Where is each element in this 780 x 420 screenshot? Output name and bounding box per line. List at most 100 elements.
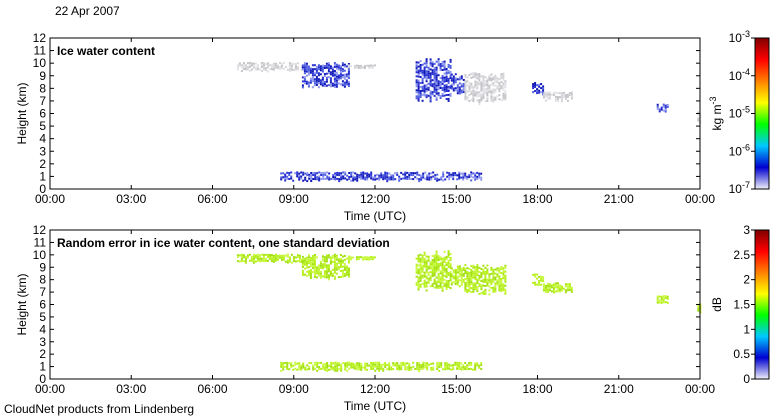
y-tick-label: 10: [33, 248, 47, 262]
x-tick-label: 21:00: [604, 382, 634, 396]
cloud-patch-7: [532, 273, 545, 286]
colorbar-tick-label: 0: [743, 372, 750, 386]
y-tick-label: 0: [39, 182, 46, 196]
cloud-patch-3: [347, 256, 376, 261]
x-axis-label: Time (UTC): [344, 209, 406, 223]
cloud-patch-8: [542, 91, 573, 103]
x-tick-label: 18:00: [522, 382, 552, 396]
y-tick-label: 11: [34, 44, 47, 58]
x-tick-label: 09:00: [279, 192, 309, 206]
date-label: 22 Apr 2007: [55, 4, 120, 18]
cloud-patch-8: [542, 282, 573, 294]
cloud-patch-2: [301, 253, 350, 281]
cloud-patch-3: [347, 64, 376, 69]
colorbar-gradient: [754, 229, 770, 380]
x-tick-label: 00:00: [35, 382, 65, 396]
y-tick-label: 8: [39, 81, 46, 95]
plot-area: [50, 38, 700, 189]
y-tick-label: 5: [39, 310, 46, 324]
colorbar-tick-label: 0.5: [733, 347, 750, 361]
cloud-patch-11: [280, 171, 483, 183]
cloud-patch-4: [415, 250, 452, 292]
cloud-patch-5: [450, 265, 465, 288]
data-cells: [236, 58, 702, 183]
y-tick-label: 12: [33, 31, 47, 45]
y-tick-label: 3: [39, 335, 46, 349]
colorbar-tick-label: 10-7: [729, 180, 750, 196]
y-tick-label: 4: [39, 132, 46, 146]
y-tick-label: 1: [39, 360, 46, 374]
cloud-patch-4: [415, 58, 452, 103]
y-tick-label: 6: [39, 298, 46, 312]
colorbar-tick-label: 10-4: [729, 67, 750, 83]
cloud-patch-7: [532, 82, 545, 96]
cloud-patch-2: [301, 62, 350, 89]
y-tick-label: 6: [39, 107, 46, 121]
cloud-patch-1: [236, 61, 303, 73]
x-tick-label: 21:00: [604, 192, 634, 206]
y-tick-label: 2: [39, 157, 46, 171]
colorbar-tick-label: 10-6: [729, 142, 750, 158]
x-axis: 00:00 03:00 06:00 09:00 12:00 15:00 18:00 21:00…: [35, 38, 715, 206]
x-axis-label: Time (UTC): [344, 399, 406, 413]
cloud-patch-1: [236, 253, 303, 264]
colorbar-tick-label: 1.5: [733, 298, 750, 312]
x-tick-label: 00:00: [685, 382, 715, 396]
cloud-patch-6: [464, 264, 507, 296]
y-tick-label: 3: [39, 144, 46, 158]
x-tick-label: 00:00: [685, 192, 715, 206]
y-tick-label: 11: [34, 235, 47, 249]
x-tick-label: 18:00: [522, 192, 552, 206]
y-tick-label: 10: [33, 56, 47, 70]
x-tick-label: 03:00: [116, 192, 146, 206]
footer-credit: CloudNet products from Lindenberg: [4, 402, 195, 416]
chart-title: Random error in ice water content, one s…: [57, 236, 390, 250]
x-tick-label: 00:00: [35, 192, 65, 206]
y-tick-label: 2: [39, 347, 46, 361]
cloud-patch-9: [656, 295, 669, 304]
cloud-patch-5: [450, 73, 465, 95]
y-tick-label: 7: [39, 94, 46, 108]
x-tick-label: 06:00: [197, 192, 227, 206]
data-cells: [236, 250, 702, 373]
colorbar-tick-label: 3: [743, 223, 750, 237]
cloud-patch-9: [656, 103, 669, 113]
x-tick-label: 12:00: [360, 192, 390, 206]
y-tick-label: 9: [39, 260, 46, 274]
y-axis-label: Height (km): [15, 82, 29, 144]
y-tick-label: 0: [39, 372, 46, 386]
colorbar: 0 0.5 1 1.5 2 2.5 3 dB: [710, 223, 770, 386]
y-tick-label: 1: [39, 169, 46, 183]
x-tick-label: 06:00: [197, 382, 227, 396]
colorbar-label: kg m-3: [708, 96, 724, 130]
x-tick-label: 15:00: [441, 382, 471, 396]
y-tick-label: 7: [39, 285, 46, 299]
y-tick-label: 4: [39, 322, 46, 336]
x-tick-label: 09:00: [279, 382, 309, 396]
colorbar-tick-label: 10-3: [729, 29, 750, 45]
x-tick-label: 12:00: [360, 382, 390, 396]
x-axis: 00:00 03:00 06:00 09:00 12:00 15:00 18:00 21:00…: [35, 230, 715, 396]
y-tick-label: 8: [39, 273, 46, 287]
y-tick-label: 9: [39, 69, 46, 83]
x-tick-label: 03:00: [116, 382, 146, 396]
cloud-patch-11: [280, 361, 483, 373]
y-tick-label: 5: [39, 119, 46, 133]
colorbar-tick-label: 2: [743, 273, 750, 287]
colorbar-tick-label: 2.5: [733, 248, 750, 262]
colorbar-label: dB: [710, 297, 724, 312]
colorbar: 10-7 10-6 10-5 10-4 10-3 kg m-3: [708, 29, 770, 196]
chart-title: Ice water content: [57, 44, 155, 58]
plot-area: [50, 230, 700, 379]
cloud-patch-6: [464, 72, 507, 106]
y-tick-label: 12: [33, 223, 47, 237]
colorbar-gradient: [754, 37, 770, 190]
colorbar-tick-label: 1: [743, 322, 750, 336]
x-tick-label: 15:00: [441, 192, 471, 206]
y-axis-label: Height (km): [15, 273, 29, 335]
